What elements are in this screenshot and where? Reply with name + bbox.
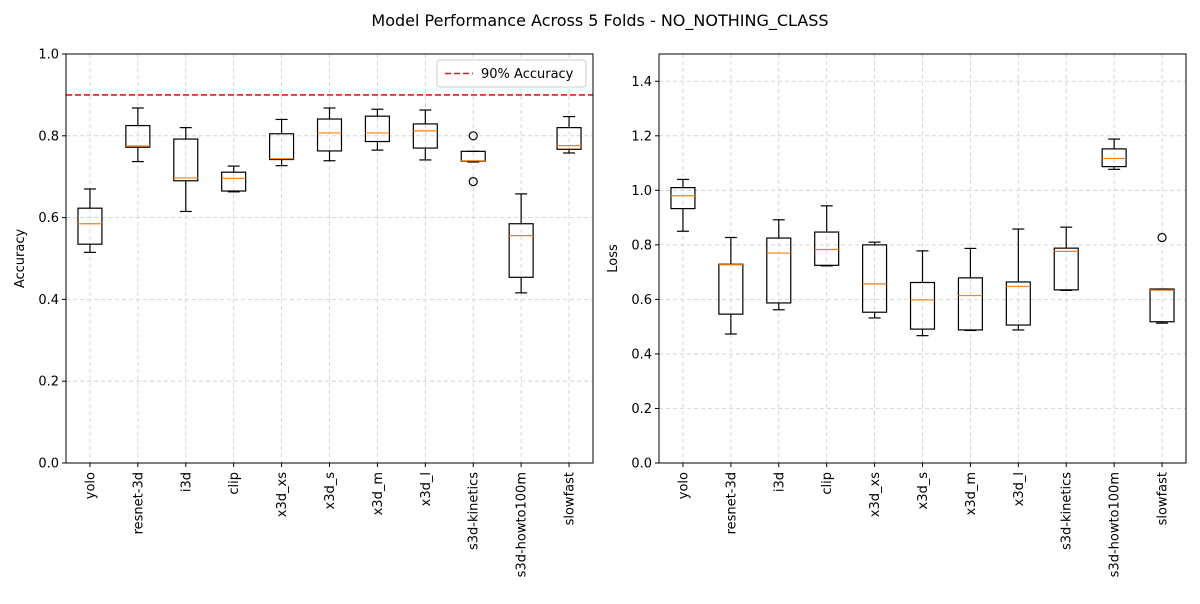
x-tick-label: clip [227,472,242,495]
x-tick-label: x3d_xs [275,472,290,517]
box-slowfast [1149,232,1175,324]
iqr-box [862,244,888,313]
iqr-box [173,138,199,182]
box-x3d_xs [862,241,888,319]
y-tick-label: 0.0 [631,457,652,472]
box-yolo [670,178,696,232]
iqr-box [1149,288,1175,323]
iqr-box [1053,247,1079,291]
x-tick-label: slowfast [1156,472,1171,525]
x-tick-label: s3d-kinetics [467,472,482,550]
y-tick-label: 0.4 [38,293,59,308]
y-tick-label: 0.4 [631,347,652,362]
box-s3d-howto100m [508,193,534,294]
x-tick-label: x3d_m [371,472,386,515]
iqr-box [670,187,696,210]
x-tick-label: clip [820,472,835,495]
box-x3d_m [957,247,983,332]
y-tick-label: 0.2 [38,375,59,390]
legend-label: 90% Accuracy [481,67,574,82]
iqr-box [957,277,983,331]
legend-box [436,59,587,88]
legend: 90% Accuracy [436,59,587,88]
outlier-point [468,131,478,141]
box-clip [221,165,247,193]
iqr-box [909,281,936,330]
x-tick-label: x3d_s [323,472,338,510]
x-tick-label: i3d [179,472,194,492]
iqr-box [364,115,390,143]
iqr-box [269,133,295,161]
x-tick-label: x3d_m [964,472,979,515]
box-x3d_s [316,107,343,162]
box-x3d_l [1005,228,1031,331]
iqr-box [766,237,792,304]
y-tick-label: 1.2 [631,129,652,144]
y-tick-label: 1.0 [38,48,59,63]
box-clip [814,205,840,267]
box-i3d [766,219,792,311]
y-tick-label: 0.6 [38,211,59,226]
iqr-box [556,127,582,150]
accuracy-boxplot-panel: 0.0 0.2 0.4 0.6 0.8 1.0 yolo resnet-3d i3d clip x3… [13,48,594,577]
x-tick-label: s3d-howto100m [1108,472,1123,577]
box-x3d_l [412,109,438,161]
box-x3d_s [909,250,936,337]
iqr-box [814,231,840,266]
box-x3d_xs [269,118,295,167]
x-tick-label: s3d-kinetics [1060,472,1075,550]
iqr-box [1101,148,1127,168]
iqr-box [508,223,534,278]
figure-title: Model Performance Across 5 Folds - NO_NO… [371,11,828,31]
y-tick-label: 1.0 [631,184,652,199]
x-tick-label: resnet-3d [724,472,739,534]
iqr-box [1005,281,1031,326]
x-tick-label: yolo [83,472,98,499]
x-tick-label: yolo [676,472,691,499]
box-x3d_m [364,108,390,151]
y-tick-label: 0.2 [631,402,652,417]
y-tick-label: 0.0 [38,457,59,472]
box-yolo [77,188,103,253]
box-s3d-kinetics [1053,226,1079,292]
iqr-box [412,123,438,149]
x-tick-label: slowfast [563,472,578,525]
loss-boxplot-panel: 0.0 0.2 0.4 0.6 0.8 1.0 1.2 1.4 yolo resnet-3d i3d… [606,53,1187,577]
grid-lines [66,53,593,464]
iqr-box [316,118,343,152]
outlier-point [1157,232,1167,243]
box-resnet-3d [125,107,151,163]
box-i3d [173,127,199,213]
x-tick-label: x3d_xs [868,472,883,517]
iqr-box [77,207,103,245]
x-tick-label: x3d_l [1012,472,1027,506]
x-tick-label: x3d_s [916,472,931,510]
iqr-box [221,171,247,192]
y-tick-label: 0.6 [631,293,652,308]
y-axis-label: Loss [606,244,621,273]
box-s3d-kinetics [460,131,486,187]
y-tick-label: 0.8 [38,129,59,144]
outlier-point [468,177,478,187]
y-tick-label: 1.4 [631,75,652,90]
y-tick-label: 0.8 [631,238,652,253]
x-tick-label: s3d-howto100m [515,472,530,577]
x-tick-label: x3d_l [419,472,434,506]
x-tick-label: i3d [772,472,787,492]
x-tick-label: resnet-3d [131,472,146,534]
box-s3d-howto100m [1101,138,1127,170]
box-slowfast [556,115,582,154]
box-resnet-3d [718,236,744,335]
iqr-box [125,124,151,148]
y-axis-label: Accuracy [13,229,28,289]
